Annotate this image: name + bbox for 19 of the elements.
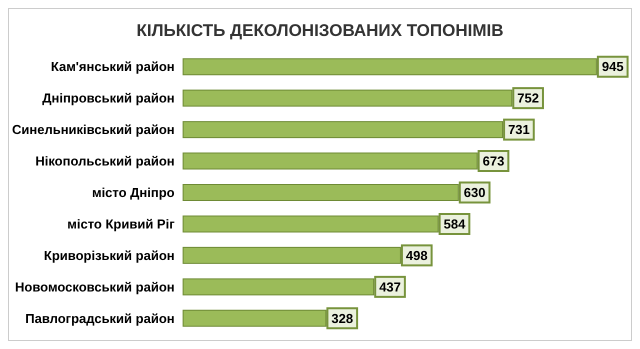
y-tick-label: Синельниківський район [12,122,175,138]
data-label: 498 [406,248,428,263]
y-tick-label: Криворізький район [44,248,175,263]
y-tick-label: Дніпровський район [42,90,175,106]
data-label: 630 [464,185,486,200]
y-tick-label: Павлоградський район [25,310,175,326]
y-tick-label: Нікопольський район [35,154,175,169]
data-label: 752 [517,90,539,106]
data-label: 945 [602,59,624,74]
y-tick-label: місто Кривий Ріг [67,216,176,232]
data-label: 673 [482,154,504,169]
data-label: 437 [379,279,401,294]
data-label: 584 [444,216,466,232]
y-tick-label: Новомосковський район [15,279,175,294]
data-label: 731 [508,122,530,138]
data-label: 328 [331,310,354,326]
chart-title: КІЛЬКІСТЬ ДЕКОЛОНІЗОВАНИХ ТОПОНІМІВ [136,21,504,40]
y-tick-label: місто Дніпро [92,185,175,200]
y-tick-label: Кам'янський район [50,59,175,74]
